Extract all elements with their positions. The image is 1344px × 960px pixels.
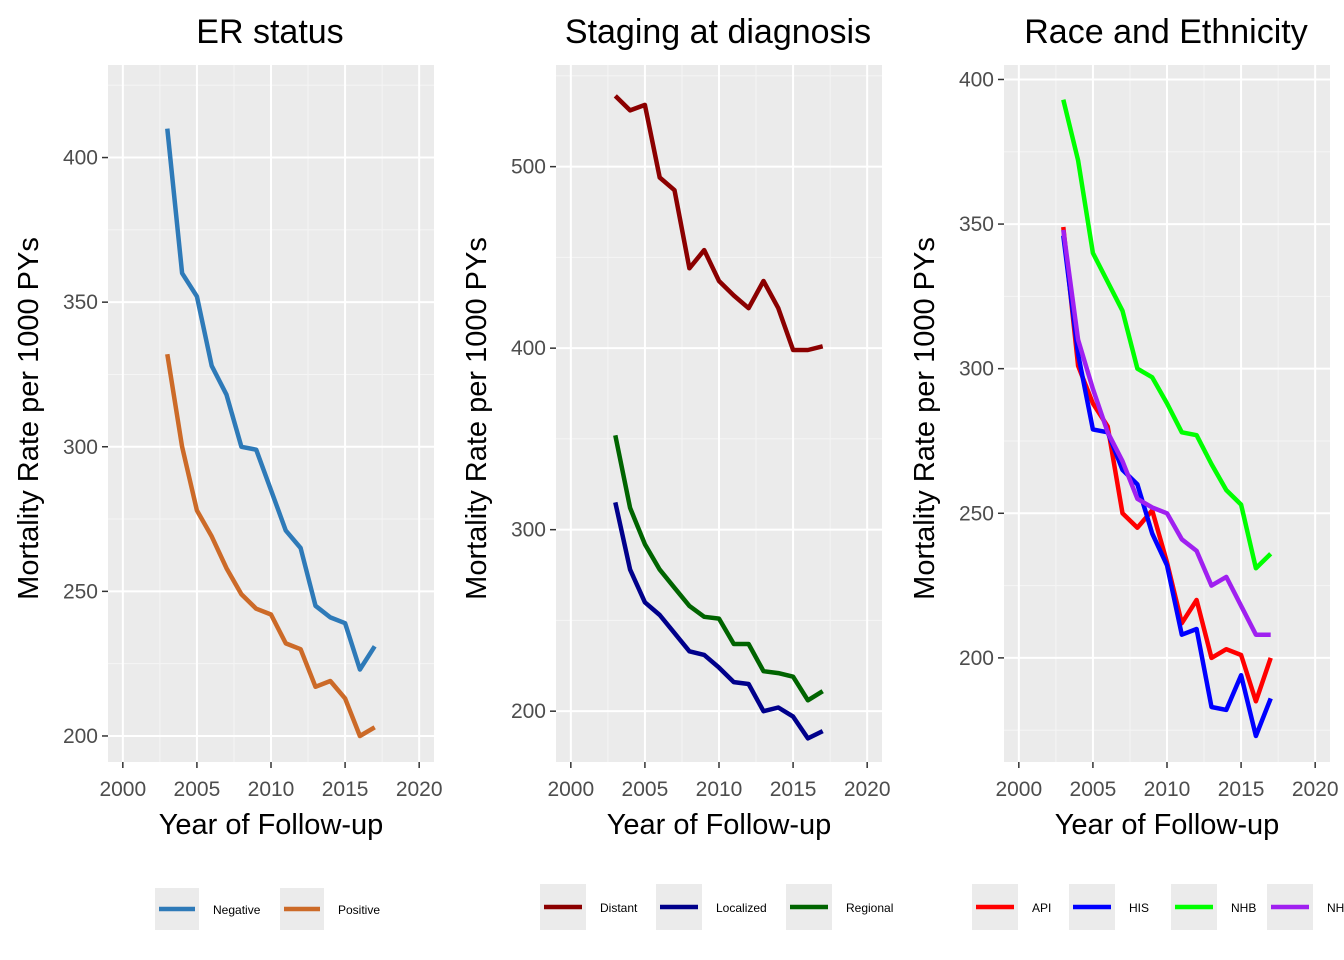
y-tick-label: 350 <box>63 291 98 314</box>
legend: Distant Localized Regional <box>540 884 893 930</box>
x-tick-label: 2000 <box>547 778 594 801</box>
series-line-positive <box>165 353 376 739</box>
y-tick-label: 200 <box>511 700 546 723</box>
y-axis-title: Mortality Rate per 1000 PYs <box>461 237 493 600</box>
er-status-panel: 200 250 300 350 400 2000 2005 2010 2015 2020 ER st… <box>13 13 443 930</box>
y-tick-label: 250 <box>959 502 994 525</box>
x-tick-label: 2020 <box>844 778 891 801</box>
x-axis-title: Year of Follow-up <box>607 809 832 841</box>
chart-title: Race and Ethnicity <box>1024 13 1308 51</box>
legend-label: NH <box>1327 901 1344 915</box>
series-line-regional <box>613 434 824 703</box>
x-tick-label: 2010 <box>1144 778 1191 801</box>
race-ethnicity-panel: 200 250 300 350 400 2000 2005 2010 2015 2020 Race … <box>909 13 1344 930</box>
x-tick-label: 2005 <box>622 778 669 801</box>
legend-label: NHB <box>1231 901 1256 915</box>
x-tick-label: 2000 <box>995 778 1042 801</box>
y-tick-label: 200 <box>959 647 994 670</box>
x-axis-title: Year of Follow-up <box>159 809 384 841</box>
y-axis-title: Mortality Rate per 1000 PYs <box>13 237 45 600</box>
y-tick-label: 400 <box>63 147 98 170</box>
x-tick-label: 2010 <box>696 778 743 801</box>
legend: API HIS NHB NH <box>972 884 1344 930</box>
y-tick-label: 300 <box>63 436 98 459</box>
y-tick-label: 300 <box>959 358 994 381</box>
y-axis-title: Mortality Rate per 1000 PYs <box>909 237 941 600</box>
series-line-nh <box>1061 229 1271 637</box>
series-line-negative <box>165 128 377 672</box>
series-line-nhb <box>1061 99 1273 571</box>
legend-label: Positive <box>338 903 380 917</box>
legend-label: Localized <box>716 901 767 915</box>
legend-label: Regional <box>846 901 893 915</box>
x-tick-label: 2010 <box>248 778 295 801</box>
legend-label: HIS <box>1129 901 1149 915</box>
legend: Negative Positive <box>155 888 380 930</box>
chart-title: ER status <box>196 13 343 51</box>
y-tick-label: 400 <box>959 68 994 91</box>
x-tick-label: 2005 <box>174 778 221 801</box>
y-tick-label: 300 <box>511 519 546 542</box>
legend-label: Distant <box>600 901 638 915</box>
series-line-distant <box>613 94 824 353</box>
chart-title: Staging at diagnosis <box>565 13 871 51</box>
x-tick-label: 2020 <box>1292 778 1339 801</box>
legend-label: API <box>1032 901 1051 915</box>
y-tick-label: 350 <box>959 213 994 236</box>
x-axis-title: Year of Follow-up <box>1055 809 1280 841</box>
x-tick-label: 2015 <box>1218 778 1265 801</box>
series-line-localized <box>613 501 824 741</box>
series-line-his <box>1061 235 1273 739</box>
x-tick-label: 2015 <box>770 778 817 801</box>
staging-panel: 200 300 400 500 2000 2005 2010 2015 2020 Staging … <box>461 13 893 930</box>
x-tick-label: 2015 <box>322 778 369 801</box>
x-tick-label: 2005 <box>1070 778 1117 801</box>
x-tick-label: 2020 <box>396 778 443 801</box>
y-tick-label: 250 <box>63 580 98 603</box>
x-tick-label: 2000 <box>99 778 146 801</box>
legend-label: Negative <box>213 903 261 917</box>
y-tick-label: 400 <box>511 337 546 360</box>
y-tick-label: 200 <box>63 725 98 748</box>
y-tick-label: 500 <box>511 156 546 179</box>
